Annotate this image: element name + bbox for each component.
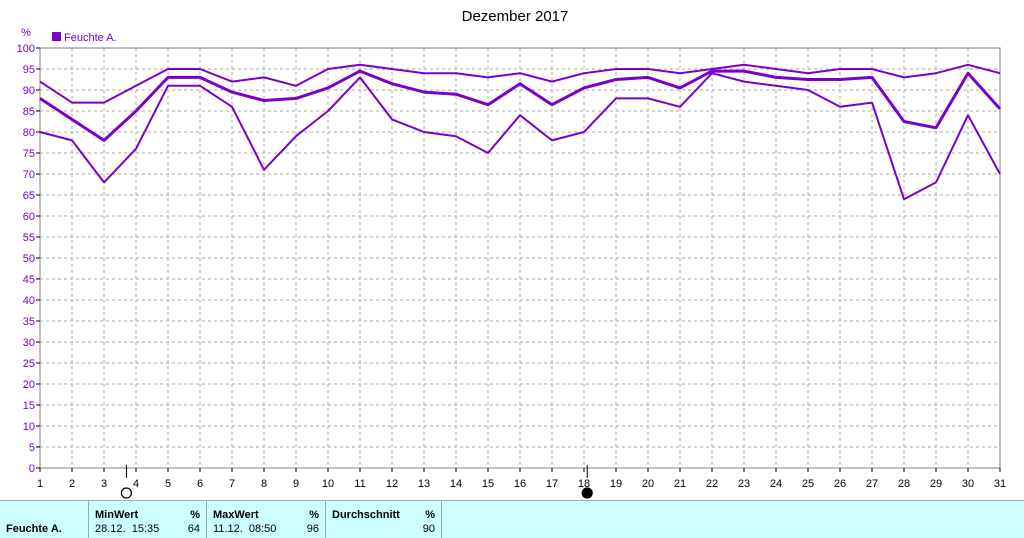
legend-swatch — [52, 32, 61, 41]
x-tick-label: 25 — [802, 478, 814, 490]
y-tick-label: 90 — [23, 85, 35, 97]
x-tick-label: 6 — [197, 478, 203, 490]
min-label: MinWert — [95, 509, 139, 521]
x-tick-label: 15 — [482, 478, 494, 490]
new-moon-icon — [581, 487, 593, 499]
x-tick-label: 30 — [962, 478, 974, 490]
max-unit: % — [309, 509, 319, 521]
max-value-cell: MaxWert % 11.12. 08:50 96 — [206, 501, 325, 538]
average-value-cell: Durchschnitt % 90 — [325, 501, 442, 538]
stats-series-label: Feuchte A. — [6, 523, 62, 535]
y-tick-label: 60 — [23, 211, 35, 223]
min-unit: % — [190, 509, 200, 521]
y-tick-label: 50 — [23, 253, 35, 265]
y-tick-label: 80 — [23, 127, 35, 139]
max-value: 96 — [306, 523, 319, 535]
min-value: 64 — [187, 523, 200, 535]
y-tick-label: 40 — [23, 295, 35, 307]
max-humidity-line — [39, 63, 1001, 104]
x-tick-label: 14 — [450, 478, 462, 490]
y-tick-label: 75 — [23, 148, 35, 160]
x-tick-label: 5 — [165, 478, 171, 490]
y-tick-label: 10 — [23, 421, 35, 433]
average-value: 90 — [422, 523, 435, 535]
x-tick-label: 26 — [834, 478, 846, 490]
x-tick-label: 16 — [514, 478, 526, 490]
max-datetime: 11.12. 08:50 — [213, 523, 277, 535]
statistics-bar: Feuchte A. MinWert % 28.12. 15:35 64 Max… — [0, 500, 1024, 538]
x-tick-label: 18 — [578, 478, 590, 490]
y-tick-label: 30 — [23, 337, 35, 349]
x-tick-label: 31 — [994, 478, 1006, 490]
x-tick-label: 3 — [101, 478, 107, 490]
x-tick-label: 10 — [322, 478, 334, 490]
x-tick-label: 9 — [293, 478, 299, 490]
x-tick-label: 17 — [546, 478, 558, 490]
x-tick-label: 2 — [69, 478, 75, 490]
humidity-chart: Dezember 2017 % Feuchte A. 0510152025303… — [17, 8, 1006, 499]
y-tick-label: 85 — [23, 106, 35, 118]
y-tick-label: 15 — [23, 400, 35, 412]
x-tick-label: 20 — [642, 478, 654, 490]
y-axis: 0 5 10 15 20 25 30 35 40 45 50 55 60 65 70 75 80 85 90 95 10… — [17, 43, 40, 475]
y-tick-label: 45 — [23, 274, 35, 286]
y-tick-label: 100 — [17, 43, 35, 55]
legend-label: Feuchte A. — [64, 32, 117, 44]
x-tick-label: 28 — [898, 478, 910, 490]
y-tick-label: 95 — [23, 64, 35, 76]
max-label: MaxWert — [213, 509, 259, 521]
average-unit: % — [425, 509, 435, 521]
x-tick-label: 22 — [706, 478, 718, 490]
y-tick-label: 65 — [23, 190, 35, 202]
y-tick-label: 0 — [29, 463, 35, 475]
x-tick-label: 12 — [386, 478, 398, 490]
moon-phase-markers — [120, 465, 593, 499]
x-tick-label: 11 — [354, 478, 365, 490]
x-tick-label: 1 — [37, 478, 43, 490]
average-label: Durchschnitt — [332, 509, 400, 521]
y-tick-label: 20 — [23, 379, 35, 391]
grid — [40, 48, 1000, 468]
y-tick-label: 55 — [23, 232, 35, 244]
x-tick-label: 19 — [610, 478, 622, 490]
x-tick-label: 27 — [866, 478, 878, 490]
x-tick-label: 13 — [418, 478, 430, 490]
y-tick-label: 35 — [23, 316, 35, 328]
chart-title: Dezember 2017 — [462, 8, 569, 25]
full-moon-icon — [120, 487, 133, 499]
x-tick-label: 8 — [261, 478, 267, 490]
min-humidity-line — [39, 72, 1001, 201]
min-value-cell: MinWert % 28.12. 15:35 64 — [88, 501, 206, 538]
x-axis: 1 2 3 4 5 6 7 8 9 10 11 12 13 14 15 16 17 18 19 20 21 22 23 24 2… — [37, 468, 1006, 490]
x-tick-label: 7 — [229, 478, 235, 490]
x-tick-label: 29 — [930, 478, 942, 490]
x-tick-label: 4 — [133, 478, 139, 490]
mean-humidity-line — [39, 69, 1002, 142]
series-lines — [39, 63, 1002, 201]
x-tick-label: 23 — [738, 478, 750, 490]
y-tick-label: 25 — [23, 358, 35, 370]
y-tick-label: 5 — [29, 442, 35, 454]
y-tick-label: 70 — [23, 169, 35, 181]
x-tick-label: 21 — [674, 478, 686, 490]
x-tick-label: 24 — [770, 478, 782, 490]
min-datetime: 28.12. 15:35 — [95, 523, 160, 535]
y-axis-unit: % — [21, 27, 31, 39]
